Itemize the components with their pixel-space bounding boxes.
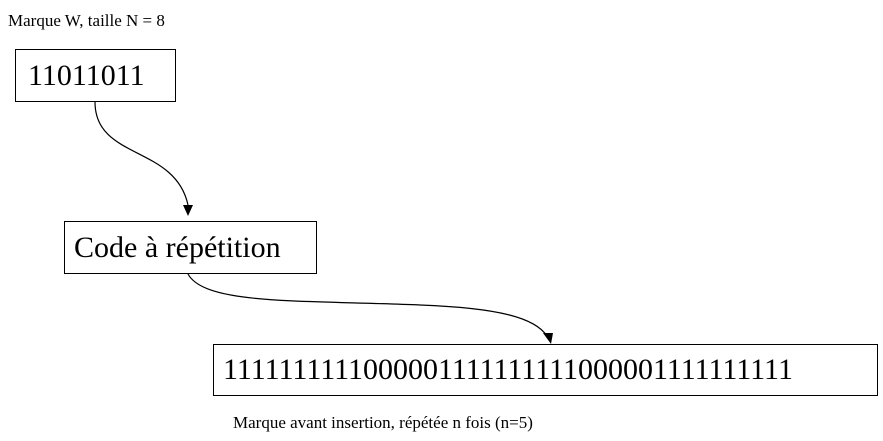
repetition-code-text: Code à répétition	[74, 230, 281, 264]
arrowhead-code-to-repeated	[543, 333, 553, 344]
watermark-caption: Marque W, taille N = 8	[8, 11, 165, 30]
repeated-bits-text: 1111111111000001111111111000001111111111	[223, 353, 793, 386]
repetition-code-box: Code à répétition	[64, 221, 317, 274]
repeated-bits-caption: Marque avant insertion, répétée n fois (…	[233, 413, 533, 432]
watermark-bits-text: 11011011	[28, 58, 145, 92]
arrowhead-mark-to-code	[183, 205, 193, 216]
arrow-mark-to-code	[94, 101, 189, 206]
watermark-bits-box: 11011011	[15, 49, 176, 102]
arrow-code-to-repeated	[187, 273, 548, 337]
repeated-bits-box: 1111111111000001111111111000001111111111	[213, 344, 878, 396]
